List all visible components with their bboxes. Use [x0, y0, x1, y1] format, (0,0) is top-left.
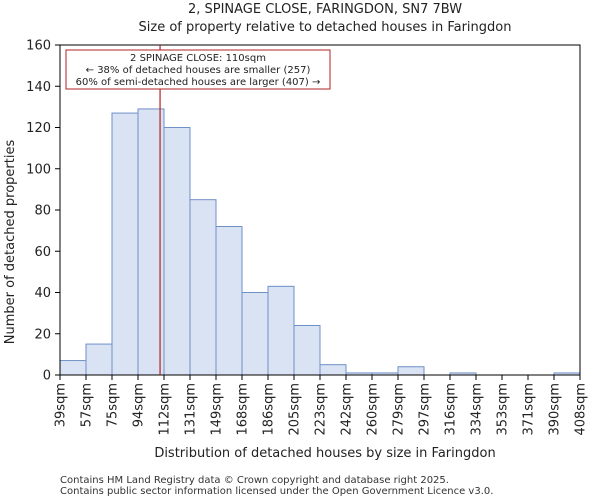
annotation-line-2: ← 38% of detached houses are smaller (25… [86, 65, 311, 76]
y-tick-label: 120 [26, 121, 51, 136]
y-tick-label: 80 [34, 204, 51, 219]
annotation-line-3: 60% of semi-detached houses are larger (… [76, 77, 321, 88]
y-tick-label: 0 [43, 369, 51, 384]
x-tick-label: 205sqm [288, 383, 303, 436]
annotation-frame [65, 49, 331, 90]
x-tick-label: 297sqm [418, 383, 433, 436]
footer-line-2: Contains public sector information licen… [60, 486, 493, 497]
histogram-bar [189, 199, 217, 376]
x-tick-label: 390sqm [548, 383, 563, 436]
chart-subtitle: Size of property relative to detached ho… [139, 20, 512, 35]
histogram-bar [59, 360, 87, 376]
plot-frame [59, 44, 581, 376]
annotation-box: 2 SPINAGE CLOSE: 110sqm ← 38% of detache… [65, 49, 331, 90]
histogram-bar [111, 112, 139, 376]
x-tick-label: 186sqm [262, 383, 277, 436]
histogram-bar [397, 366, 425, 376]
histogram-bar [163, 127, 191, 376]
y-tick-label: 140 [26, 80, 51, 95]
histogram-bar [241, 292, 269, 376]
x-axis-label: Distribution of detached houses by size … [154, 446, 495, 461]
y-tick-label: 60 [34, 245, 51, 260]
y-tick-label: 160 [26, 39, 51, 54]
x-tick-label: 39sqm [54, 383, 69, 427]
x-tick-label: 168sqm [236, 383, 251, 436]
x-tick-label: 57sqm [80, 383, 95, 427]
y-tick-label: 20 [34, 327, 51, 342]
x-tick-label: 94sqm [132, 383, 147, 427]
histogram-bar [319, 364, 347, 376]
x-tick-label: 149sqm [210, 383, 225, 436]
x-tick-label: 316sqm [444, 383, 459, 436]
footer-line-1: Contains HM Land Registry data © Crown c… [60, 475, 449, 486]
x-tick-label: 408sqm [574, 383, 589, 436]
x-tick-label: 353sqm [496, 383, 511, 436]
bars-group [59, 108, 581, 376]
y-tick-label: 100 [26, 162, 51, 177]
histogram-bar [85, 343, 113, 376]
y-axis-label: Number of detached properties [3, 140, 18, 345]
x-tick-label: 260sqm [366, 383, 381, 436]
x-tick-label: 371sqm [522, 383, 537, 436]
histogram-bar [293, 325, 321, 376]
x-axis-ticks: 39sqm 57sqm 75sqm 94sqm 112sqm 131sqm 149sqm 16… [54, 375, 589, 436]
annotation-line-1: 2 SPINAGE CLOSE: 110sqm [130, 53, 266, 64]
x-tick-label: 131sqm [184, 383, 199, 436]
x-tick-label: 279sqm [392, 383, 407, 436]
histogram-bar [267, 285, 295, 376]
x-tick-label: 112sqm [158, 383, 173, 436]
x-tick-label: 334sqm [470, 383, 485, 436]
x-tick-label: 223sqm [314, 383, 329, 436]
x-tick-label: 242sqm [340, 383, 355, 436]
histogram-bar [215, 226, 243, 376]
y-tick-label: 40 [34, 286, 51, 301]
y-axis-ticks: 0 20 40 60 80 100 120 140 160 [26, 39, 60, 384]
chart-title: 2, SPINAGE CLOSE, FARINGDON, SN7 7BW [188, 2, 462, 17]
x-tick-label: 75sqm [106, 383, 121, 427]
